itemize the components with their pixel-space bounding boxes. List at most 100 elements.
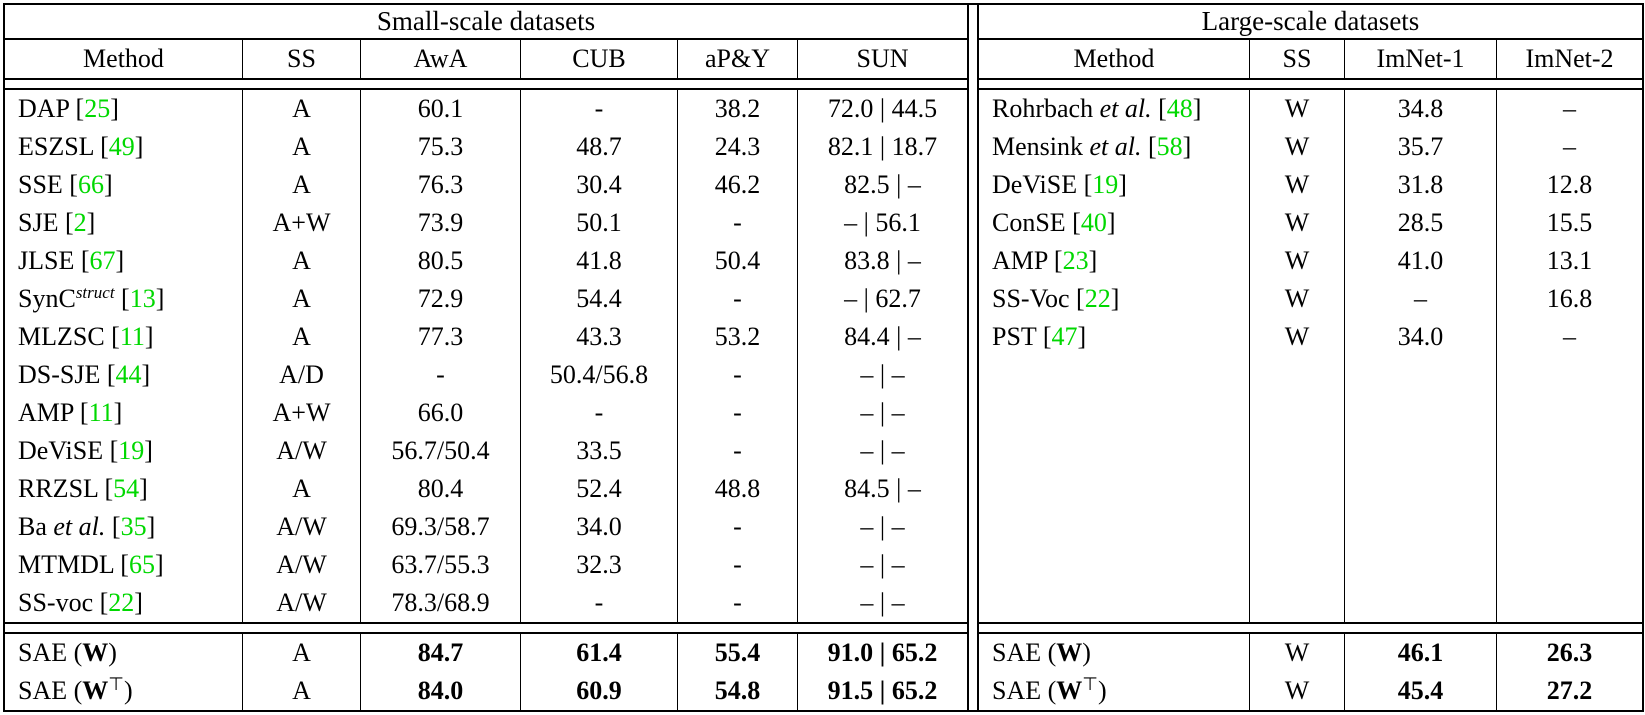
value-cell: A (243, 90, 361, 128)
citation-link[interactable]: 67 (89, 246, 116, 275)
value-cell: 61.4 (521, 634, 678, 672)
double-rule (979, 78, 1642, 90)
citation-link[interactable]: 22 (108, 588, 135, 617)
method-cell: SAE (W⊤) (5, 672, 243, 710)
value-cell: 80.5 (361, 242, 521, 280)
citation-link[interactable]: 66 (77, 170, 104, 199)
method-text: ] (1106, 208, 1116, 237)
method-text: Rohrbach (992, 94, 1100, 123)
value-cell: A/D (243, 356, 361, 394)
citation-link[interactable]: 23 (1062, 246, 1089, 275)
value-cell: 15.5 (1546, 208, 1593, 237)
citation-link[interactable]: 19 (118, 436, 145, 465)
value-cell: W (1250, 166, 1345, 204)
method-text: DeViSE [ (992, 170, 1093, 199)
method-text: ] (86, 208, 96, 237)
citation-link[interactable]: 2 (73, 208, 87, 237)
value-cell: 48.7 (521, 128, 678, 166)
method-cell: SAE (W⊤) (979, 672, 1250, 710)
table-row: SAE (W⊤) A 84.0 60.9 54.8 91.5 | 65.2 (5, 672, 967, 710)
value-cell: 13.1 (1546, 246, 1593, 275)
value-cell: 72.0 | 44.5 (827, 94, 938, 123)
large-scale-header-row: Method SS ImNet-1 ImNet-2 (979, 40, 1642, 78)
citation-link[interactable]: 48 (1166, 94, 1193, 123)
citation-link[interactable]: 49 (108, 132, 135, 161)
method-text: ] (134, 132, 144, 161)
citation-link[interactable]: 44 (115, 360, 142, 389)
value-cell: 66.0 (361, 394, 521, 432)
value-cell: 35.7 (1345, 128, 1497, 166)
citation-link[interactable]: 11 (88, 398, 114, 427)
table-row: AMP [11] A+W 66.0- - – | – (5, 394, 967, 432)
citation-link[interactable]: 22 (1084, 284, 1111, 313)
value-cell: 54.8 (678, 672, 798, 710)
citation-link[interactable]: 19 (1092, 170, 1119, 199)
value-cell: 78.3/68.9 (361, 584, 521, 622)
value-cell: - (678, 584, 798, 622)
method-text: RRZSL [ (18, 474, 114, 503)
citation-link[interactable]: 11 (119, 322, 145, 351)
value-cell: W (1250, 634, 1345, 672)
value-cell: A/W (243, 508, 361, 546)
table-row: RRZSL [54] A 80.4 52.4 48.8 84.5 | – (5, 470, 967, 508)
value-cell: 43.3 (521, 318, 678, 356)
value-cell: – | – (860, 550, 905, 579)
value-cell: - (678, 356, 798, 394)
citation-link[interactable]: 58 (1156, 132, 1183, 161)
method-text: ESZSL [ (18, 132, 109, 161)
value-cell: A+W (243, 204, 361, 242)
method-text: ] (1118, 170, 1127, 199)
citation-link[interactable]: 54 (113, 474, 140, 503)
value-cell: 72.9 (361, 280, 521, 318)
citation-link[interactable]: 40 (1080, 208, 1107, 237)
method-cell: MLZSC [11] (5, 318, 243, 356)
method-text: MLZSC [ (18, 322, 120, 351)
table-row: ESZSL [49] A 75.3 48.7 24.3 82.1 | 18.7 (5, 128, 967, 166)
method-cell: SS-Voc [22] (979, 280, 1250, 318)
value-cell: W (1250, 318, 1345, 356)
value-cell: W (1250, 280, 1345, 318)
method-text: ] (134, 588, 143, 617)
column-header: ImNet-2 (1525, 44, 1614, 73)
method-cell: SS-voc [22] (5, 584, 243, 622)
method-text: ⊤ (108, 674, 124, 694)
column-header: SS (1250, 40, 1345, 78)
value-cell: A (243, 634, 361, 672)
method-text: et al. (1089, 132, 1142, 161)
method-text: JLSE [ (18, 246, 90, 275)
method-cell: Mensink et al. [58] (979, 128, 1250, 166)
center-double-divider (967, 5, 979, 710)
method-cell: ESZSL [49] (5, 128, 243, 166)
method-text: ] (1192, 94, 1202, 123)
method-text: SynC (18, 284, 76, 313)
method-text: ] (144, 436, 153, 465)
value-cell: W (1250, 672, 1345, 710)
value-cell: 60.9 (521, 672, 678, 710)
citation-link[interactable]: 47 (1051, 322, 1078, 351)
value-cell: A (243, 318, 361, 356)
method-text: ] (1088, 246, 1098, 275)
method-text: ] (144, 322, 154, 351)
large-scale-body: Rohrbach et al. [48] W 34.8– Mensink et al.… (979, 90, 1642, 622)
value-cell: – | – (860, 588, 905, 617)
value-cell: - (678, 280, 798, 318)
empty-cell (1345, 356, 1497, 622)
citation-link[interactable]: 13 (129, 284, 156, 313)
citation-link[interactable]: 35 (120, 512, 147, 541)
citation-link[interactable]: 25 (84, 94, 111, 123)
method-text: SSE [ (18, 170, 78, 199)
table-row: SS-Voc [22] W –16.8 (979, 280, 1642, 318)
column-header: ImNet-1 (1345, 40, 1497, 78)
method-text: ) (123, 676, 133, 705)
method-text: ] (1182, 132, 1192, 161)
method-cell: PST [47] (979, 318, 1250, 356)
table-row: JLSE [67] A 80.5 41.8 50.4 83.8 | – (5, 242, 967, 280)
value-cell: - (521, 394, 678, 432)
citation-link[interactable]: 65 (128, 550, 155, 579)
value-cell: 46.2 (678, 166, 798, 204)
column-header: AwA (361, 40, 521, 78)
table-row: DeViSE [19] W 31.8 12.8 (979, 166, 1642, 204)
table-row: DAP [25] A 60.1-38.2 72.0 | 44.5 (5, 90, 967, 128)
value-cell: 56.7/50.4 (361, 432, 521, 470)
method-text: W (82, 638, 109, 667)
